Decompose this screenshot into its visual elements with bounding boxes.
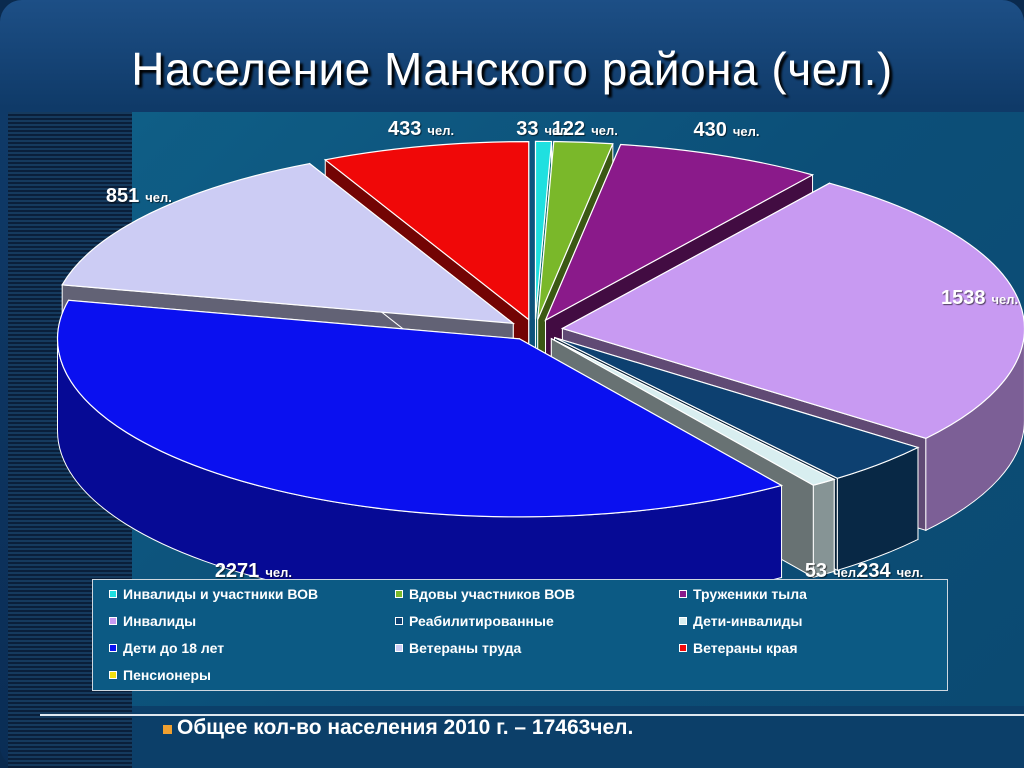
- legend-label: Пенсионеры: [123, 667, 211, 683]
- slice-value: 1538: [941, 287, 986, 310]
- slice-value: 234: [857, 560, 891, 582]
- legend-item-8: Ветераны труда: [395, 640, 521, 656]
- legend-swatch: [395, 590, 403, 598]
- legend-label: Дети до 18 лет: [123, 640, 225, 656]
- legend-swatch: [395, 617, 403, 625]
- slice-unit: чел.: [145, 189, 172, 205]
- legend-label: Ветераны труда: [409, 640, 522, 656]
- slice-label-6: 53 чел.: [805, 560, 860, 583]
- slice-unit: чел.: [732, 123, 760, 139]
- slice-value: 851: [105, 184, 140, 207]
- legend-item-9: Ветераны края: [679, 640, 798, 656]
- slice-unit: чел.: [896, 565, 924, 580]
- slice-unit: чел.: [427, 123, 455, 138]
- slice-label-4: 1538 чел.: [941, 287, 1018, 310]
- slice-label-5: 234 чел.: [857, 560, 923, 583]
- legend-item-6: Дети-инвалиды: [679, 613, 802, 629]
- slice-label-9: 851 чел.: [106, 185, 172, 208]
- slice-unit: чел.: [265, 565, 292, 580]
- legend-label: Реабилитированные: [409, 613, 554, 629]
- legend-swatch: [679, 617, 687, 625]
- legend-label: Инвалиды и участники ВОВ: [123, 586, 319, 602]
- legend-swatch: [109, 644, 117, 652]
- chart-legend: Инвалиды и участники ВОВ Вдовы участников…: [92, 579, 948, 691]
- legend-label: Труженики тыла: [693, 586, 807, 602]
- pie-slice-8: [56, 299, 784, 610]
- legend-swatch: [109, 671, 117, 679]
- slice-value: 122: [551, 118, 586, 140]
- divider-line: [40, 714, 1024, 716]
- legend-swatch: [679, 644, 687, 652]
- legend-label: Инвалиды: [123, 613, 197, 629]
- slice-label-2: 122 чел.: [552, 118, 618, 141]
- slice-value: 430: [693, 118, 727, 141]
- legend-item-4: Инвалиды: [109, 613, 196, 629]
- slice-unit: чел.: [591, 123, 618, 138]
- slice-value: 2271: [214, 560, 260, 582]
- page-title: Население Манского района (чел.): [131, 43, 893, 95]
- legend-swatch: [679, 590, 687, 598]
- slice-label-8: 2271 чел.: [215, 560, 292, 583]
- legend-label: Дети-инвалиды: [693, 613, 803, 629]
- total-population: Общее кол-во населения 2010 г. – 17463че…: [163, 716, 633, 740]
- legend-label: Ветераны края: [693, 640, 798, 656]
- legend-item-1: Инвалиды и участники ВОВ: [109, 586, 318, 602]
- slice-value: 53: [804, 560, 828, 582]
- legend-item-10: Пенсионеры: [109, 667, 211, 683]
- legend-label: Вдовы участников ВОВ: [409, 586, 576, 602]
- legend-swatch: [395, 644, 403, 652]
- legend-item-7: Дети до 18 лет: [109, 640, 224, 656]
- slice-value: 33: [516, 118, 539, 140]
- legend-item-5: Реабилитированные: [395, 613, 554, 629]
- slice-unit: чел.: [544, 123, 572, 138]
- slice-value: 433: [388, 118, 422, 140]
- slice-label-10: 433 чел.: [388, 118, 454, 141]
- legend-swatch: [109, 590, 117, 598]
- legend-item-2: Вдовы участников ВОВ: [395, 586, 575, 602]
- legend-item-3: Труженики тыла: [679, 586, 807, 602]
- bottom-band: [132, 706, 1024, 768]
- slice-label-1: 33 чел.: [516, 118, 571, 141]
- slice-label-3: 430 чел.: [693, 119, 759, 142]
- slice-unit: чел.: [833, 565, 860, 580]
- total-text: Общее кол-во населения 2010 г. – 17463че…: [177, 716, 634, 739]
- legend-swatch: [109, 617, 117, 625]
- bullet-icon: [163, 724, 172, 734]
- slice-unit: чел.: [991, 292, 1019, 308]
